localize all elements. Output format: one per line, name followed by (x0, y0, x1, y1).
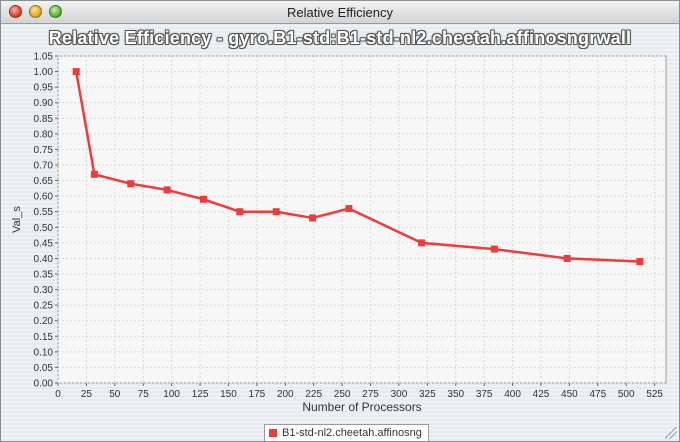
x-tick-label: 200 (277, 389, 294, 400)
data-point (272, 208, 280, 216)
y-tick-label: 0.25 (34, 301, 54, 312)
x-tick-label: 150 (220, 389, 237, 400)
data-point (163, 186, 171, 194)
x-tick-label: 350 (447, 389, 464, 400)
legend-label: B1-std-nl2.cheetah.affinosng (282, 427, 422, 439)
y-tick-label: 0.45 (34, 238, 54, 249)
x-tick-label: 250 (334, 389, 351, 400)
y-tick-label: 0.00 (34, 379, 54, 390)
x-tick-label: 175 (249, 389, 266, 400)
minimize-window-button[interactable] (29, 5, 42, 18)
x-axis-label: Number of Processors (302, 400, 421, 414)
x-tick-label: 500 (618, 389, 635, 400)
y-tick-label: 0.95 (34, 83, 54, 94)
y-tick-label: 0.05 (34, 363, 54, 374)
x-tick-label: 225 (305, 389, 322, 400)
y-tick-label: 0.50 (34, 223, 54, 234)
x-tick-label: 0 (55, 389, 61, 400)
x-tick-label: 275 (362, 389, 379, 400)
x-tick-label: 300 (391, 389, 408, 400)
y-tick-label: 1.05 (34, 52, 54, 63)
data-point (418, 239, 426, 247)
x-tick-label: 325 (419, 389, 436, 400)
data-point (490, 245, 498, 253)
y-tick-label: 0.35 (34, 270, 54, 281)
y-tick-label: 0.80 (34, 129, 54, 140)
data-point (345, 205, 353, 213)
x-tick-label: 475 (589, 389, 606, 400)
y-tick-label: 0.30 (34, 285, 54, 296)
y-tick-label: 0.20 (34, 316, 54, 327)
y-tick-label: 0.40 (34, 254, 54, 265)
window-titlebar[interactable]: Relative Efficiency (1, 1, 679, 24)
y-tick-label: 0.90 (34, 98, 54, 109)
y-tick-label: 0.55 (34, 207, 54, 218)
x-tick-label: 375 (476, 389, 493, 400)
data-point (90, 170, 98, 178)
y-tick-label: 0.75 (34, 145, 54, 156)
x-tick-label: 450 (561, 389, 578, 400)
y-tick-label: 0.65 (34, 176, 54, 187)
x-tick-label: 75 (138, 389, 150, 400)
data-point (236, 208, 244, 216)
data-point (72, 68, 80, 76)
data-point (636, 258, 644, 266)
x-tick-label: 50 (109, 389, 121, 400)
close-window-button[interactable] (9, 5, 22, 18)
x-tick-label: 525 (646, 389, 663, 400)
x-tick-label: 425 (533, 389, 550, 400)
x-tick-label: 100 (163, 389, 180, 400)
data-point (199, 195, 207, 203)
chart-title: Relative Efficiency - gyro.B1-std:B1-std… (48, 28, 632, 48)
chart-legend: B1-std-nl2.cheetah.affinosng (264, 424, 429, 441)
y-axis-label: Val_s (11, 206, 23, 233)
data-point (309, 214, 317, 222)
y-tick-label: 0.60 (34, 192, 54, 203)
y-tick-label: 0.85 (34, 114, 54, 125)
zoom-window-button[interactable] (49, 5, 62, 18)
x-tick-label: 25 (81, 389, 93, 400)
y-tick-label: 0.10 (34, 347, 54, 358)
plot-area (57, 55, 667, 384)
legend-swatch (269, 429, 277, 437)
data-point (563, 254, 571, 262)
y-tick-label: 0.15 (34, 332, 54, 343)
resize-grip[interactable] (665, 427, 677, 439)
x-tick-label: 400 (504, 389, 521, 400)
y-tick-label: 1.00 (34, 67, 54, 78)
y-tick-label: 0.70 (34, 161, 54, 172)
window-title: Relative Efficiency (287, 5, 393, 20)
data-point (127, 180, 135, 188)
x-tick-label: 125 (192, 389, 209, 400)
